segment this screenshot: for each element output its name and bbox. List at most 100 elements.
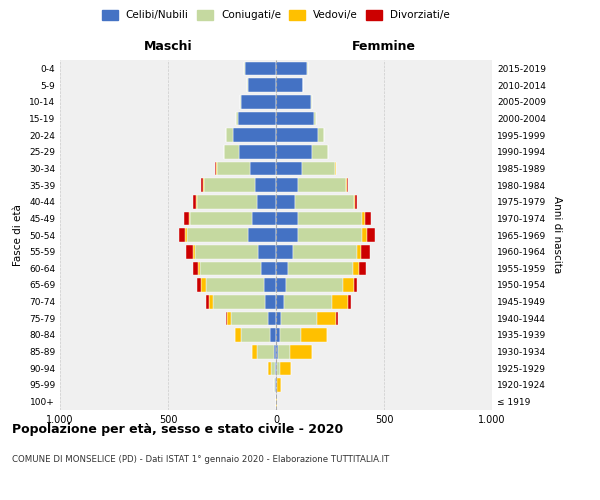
Bar	[362, 228, 367, 242]
Bar	[257, 195, 276, 208]
Bar	[276, 262, 288, 275]
Bar	[276, 245, 293, 258]
Bar	[248, 78, 276, 92]
Bar	[202, 278, 206, 292]
Bar	[274, 378, 275, 392]
Bar	[201, 178, 203, 192]
Bar	[276, 228, 298, 242]
Bar	[275, 378, 276, 392]
Bar	[302, 162, 335, 175]
Bar	[281, 312, 317, 325]
Bar	[235, 328, 241, 342]
Bar	[277, 378, 281, 392]
Bar	[280, 328, 301, 342]
Legend: Celibi/Nubili, Coniugati/e, Vedovi/e, Divorziati/e: Celibi/Nubili, Coniugati/e, Vedovi/e, Di…	[102, 10, 450, 20]
Bar	[226, 128, 233, 142]
Bar	[184, 212, 188, 225]
Bar	[298, 228, 362, 242]
Bar	[276, 78, 303, 92]
Bar	[336, 162, 337, 175]
Bar	[367, 228, 376, 242]
Bar	[224, 145, 239, 158]
Bar	[276, 378, 277, 392]
Bar	[277, 362, 280, 375]
Bar	[357, 245, 361, 258]
Bar	[209, 295, 214, 308]
Bar	[311, 145, 328, 158]
Bar	[293, 245, 357, 258]
Bar	[206, 295, 209, 308]
Bar	[197, 278, 202, 292]
Bar	[301, 328, 327, 342]
Bar	[245, 62, 276, 75]
Bar	[227, 312, 230, 325]
Bar	[337, 312, 338, 325]
Bar	[354, 195, 355, 208]
Bar	[276, 212, 298, 225]
Bar	[295, 195, 354, 208]
Bar	[241, 95, 276, 108]
Bar	[256, 178, 276, 192]
Bar	[196, 195, 197, 208]
Bar	[365, 212, 371, 225]
Bar	[280, 362, 291, 375]
Bar	[359, 262, 365, 275]
Bar	[179, 228, 185, 242]
Text: Maschi: Maschi	[143, 40, 193, 54]
Bar	[187, 228, 248, 242]
Bar	[276, 345, 278, 358]
Bar	[238, 112, 276, 125]
Bar	[276, 112, 314, 125]
Bar	[268, 312, 276, 325]
Bar	[236, 112, 238, 125]
Bar	[274, 345, 276, 358]
Bar	[195, 245, 257, 258]
Y-axis label: Anni di nascita: Anni di nascita	[551, 196, 562, 274]
Bar	[276, 295, 284, 308]
Bar	[215, 162, 216, 175]
Bar	[349, 295, 350, 308]
Bar	[276, 62, 307, 75]
Text: Femmine: Femmine	[352, 40, 416, 54]
Bar	[276, 162, 302, 175]
Bar	[276, 128, 318, 142]
Bar	[362, 212, 365, 225]
Bar	[241, 328, 269, 342]
Bar	[248, 228, 276, 242]
Text: COMUNE DI MONSELICE (PD) - Dati ISTAT 1° gennaio 2020 - Elaborazione TUTTITALIA.: COMUNE DI MONSELICE (PD) - Dati ISTAT 1°…	[12, 455, 389, 464]
Bar	[257, 245, 276, 258]
Bar	[190, 212, 252, 225]
Bar	[298, 212, 362, 225]
Bar	[361, 245, 370, 258]
Bar	[233, 128, 276, 142]
Bar	[264, 278, 276, 292]
Bar	[276, 95, 311, 108]
Bar	[276, 178, 298, 192]
Bar	[193, 262, 198, 275]
Bar	[230, 312, 268, 325]
Bar	[317, 312, 337, 325]
Bar	[346, 178, 347, 192]
Bar	[250, 162, 276, 175]
Bar	[275, 362, 276, 375]
Bar	[269, 328, 276, 342]
Bar	[188, 212, 190, 225]
Bar	[332, 295, 349, 308]
Bar	[318, 128, 323, 142]
Bar	[185, 228, 187, 242]
Bar	[261, 262, 276, 275]
Bar	[286, 278, 343, 292]
Bar	[276, 278, 286, 292]
Bar	[276, 312, 281, 325]
Bar	[252, 345, 257, 358]
Bar	[187, 245, 193, 258]
Bar	[252, 212, 276, 225]
Bar	[197, 195, 257, 208]
Bar	[278, 345, 290, 358]
Bar	[276, 195, 295, 208]
Bar	[193, 195, 196, 208]
Bar	[214, 295, 265, 308]
Text: Popolazione per età, sesso e stato civile - 2020: Popolazione per età, sesso e stato civil…	[12, 422, 343, 436]
Bar	[288, 262, 353, 275]
Bar	[265, 295, 276, 308]
